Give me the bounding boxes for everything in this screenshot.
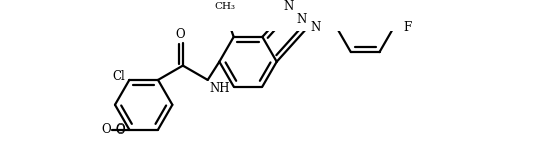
- Text: N: N: [284, 0, 294, 13]
- Text: F: F: [403, 21, 411, 34]
- Text: NH: NH: [209, 82, 230, 95]
- Text: O: O: [175, 28, 184, 41]
- Text: O: O: [115, 123, 125, 136]
- Text: Cl: Cl: [112, 70, 125, 83]
- Text: CH₃: CH₃: [214, 2, 236, 11]
- Text: N: N: [310, 21, 320, 35]
- Text: O: O: [115, 124, 125, 137]
- Text: N: N: [297, 13, 307, 26]
- Text: O: O: [101, 123, 111, 136]
